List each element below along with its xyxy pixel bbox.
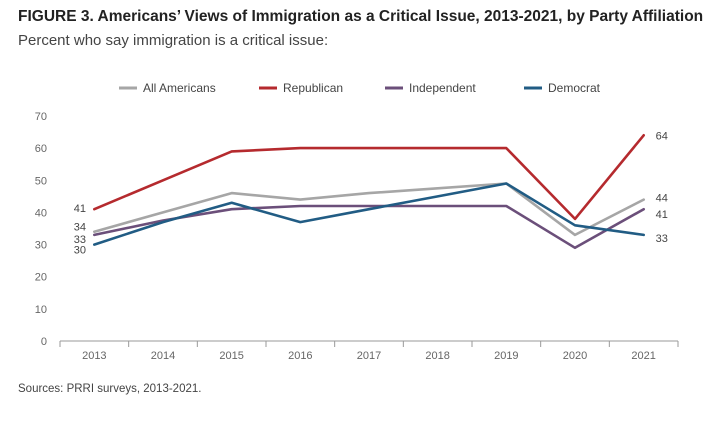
x-tick-label: 2020 — [563, 350, 587, 362]
y-tick-label: 70 — [35, 111, 47, 123]
x-tick-label: 2014 — [151, 350, 175, 362]
x-tick-label: 2015 — [219, 350, 243, 362]
data-label-start: 33 — [74, 234, 86, 246]
legend-label: Democrat — [548, 81, 601, 95]
x-axis: 2013 2014 2015 2016 2017 2018 2019 2020 2021 — [59, 340, 679, 362]
y-tick-label: 30 — [35, 240, 47, 252]
y-tick-label: 10 — [35, 304, 47, 316]
data-label-end: 41 — [656, 209, 668, 221]
data-label-end: 33 — [656, 233, 668, 245]
legend-label: Independent — [409, 81, 476, 95]
y-tick-label: 20 — [35, 272, 47, 284]
y-tick-label: 50 — [35, 175, 47, 187]
x-tick-label: 2016 — [288, 350, 312, 362]
series-line — [93, 134, 646, 221]
series-line — [93, 182, 646, 246]
chart-legend: All Americans Republican Independent Democr… — [119, 81, 601, 95]
data-label-start: 30 — [74, 245, 86, 257]
y-tick-label: 40 — [35, 207, 47, 219]
y-tick-label: 60 — [35, 143, 47, 155]
x-tick-label: 2017 — [357, 350, 381, 362]
figure-title: FIGURE 3. Americans’ Views of Immigratio… — [18, 8, 704, 25]
data-label-end: 64 — [656, 130, 668, 142]
series-lines — [93, 134, 646, 250]
y-axis: 0 10 20 30 40 50 60 70 — [35, 111, 47, 348]
series-line — [93, 204, 646, 250]
data-label-start: 41 — [74, 203, 86, 215]
x-tick-label: 2019 — [494, 350, 518, 362]
figure-subtitle: Percent who say immigration is a critica… — [18, 32, 329, 49]
legend-label: Republican — [283, 81, 343, 95]
x-tick-label: 2021 — [631, 350, 655, 362]
data-label-start: 34 — [74, 222, 86, 234]
y-tick-label: 0 — [41, 336, 47, 348]
x-tick-label: 2013 — [82, 350, 106, 362]
source-note: Sources: PRRI surveys, 2013-2021. — [18, 383, 202, 395]
series-line — [93, 182, 646, 237]
data-label-end: 44 — [656, 193, 668, 205]
legend-label: All Americans — [143, 81, 216, 95]
x-tick-label: 2018 — [425, 350, 449, 362]
